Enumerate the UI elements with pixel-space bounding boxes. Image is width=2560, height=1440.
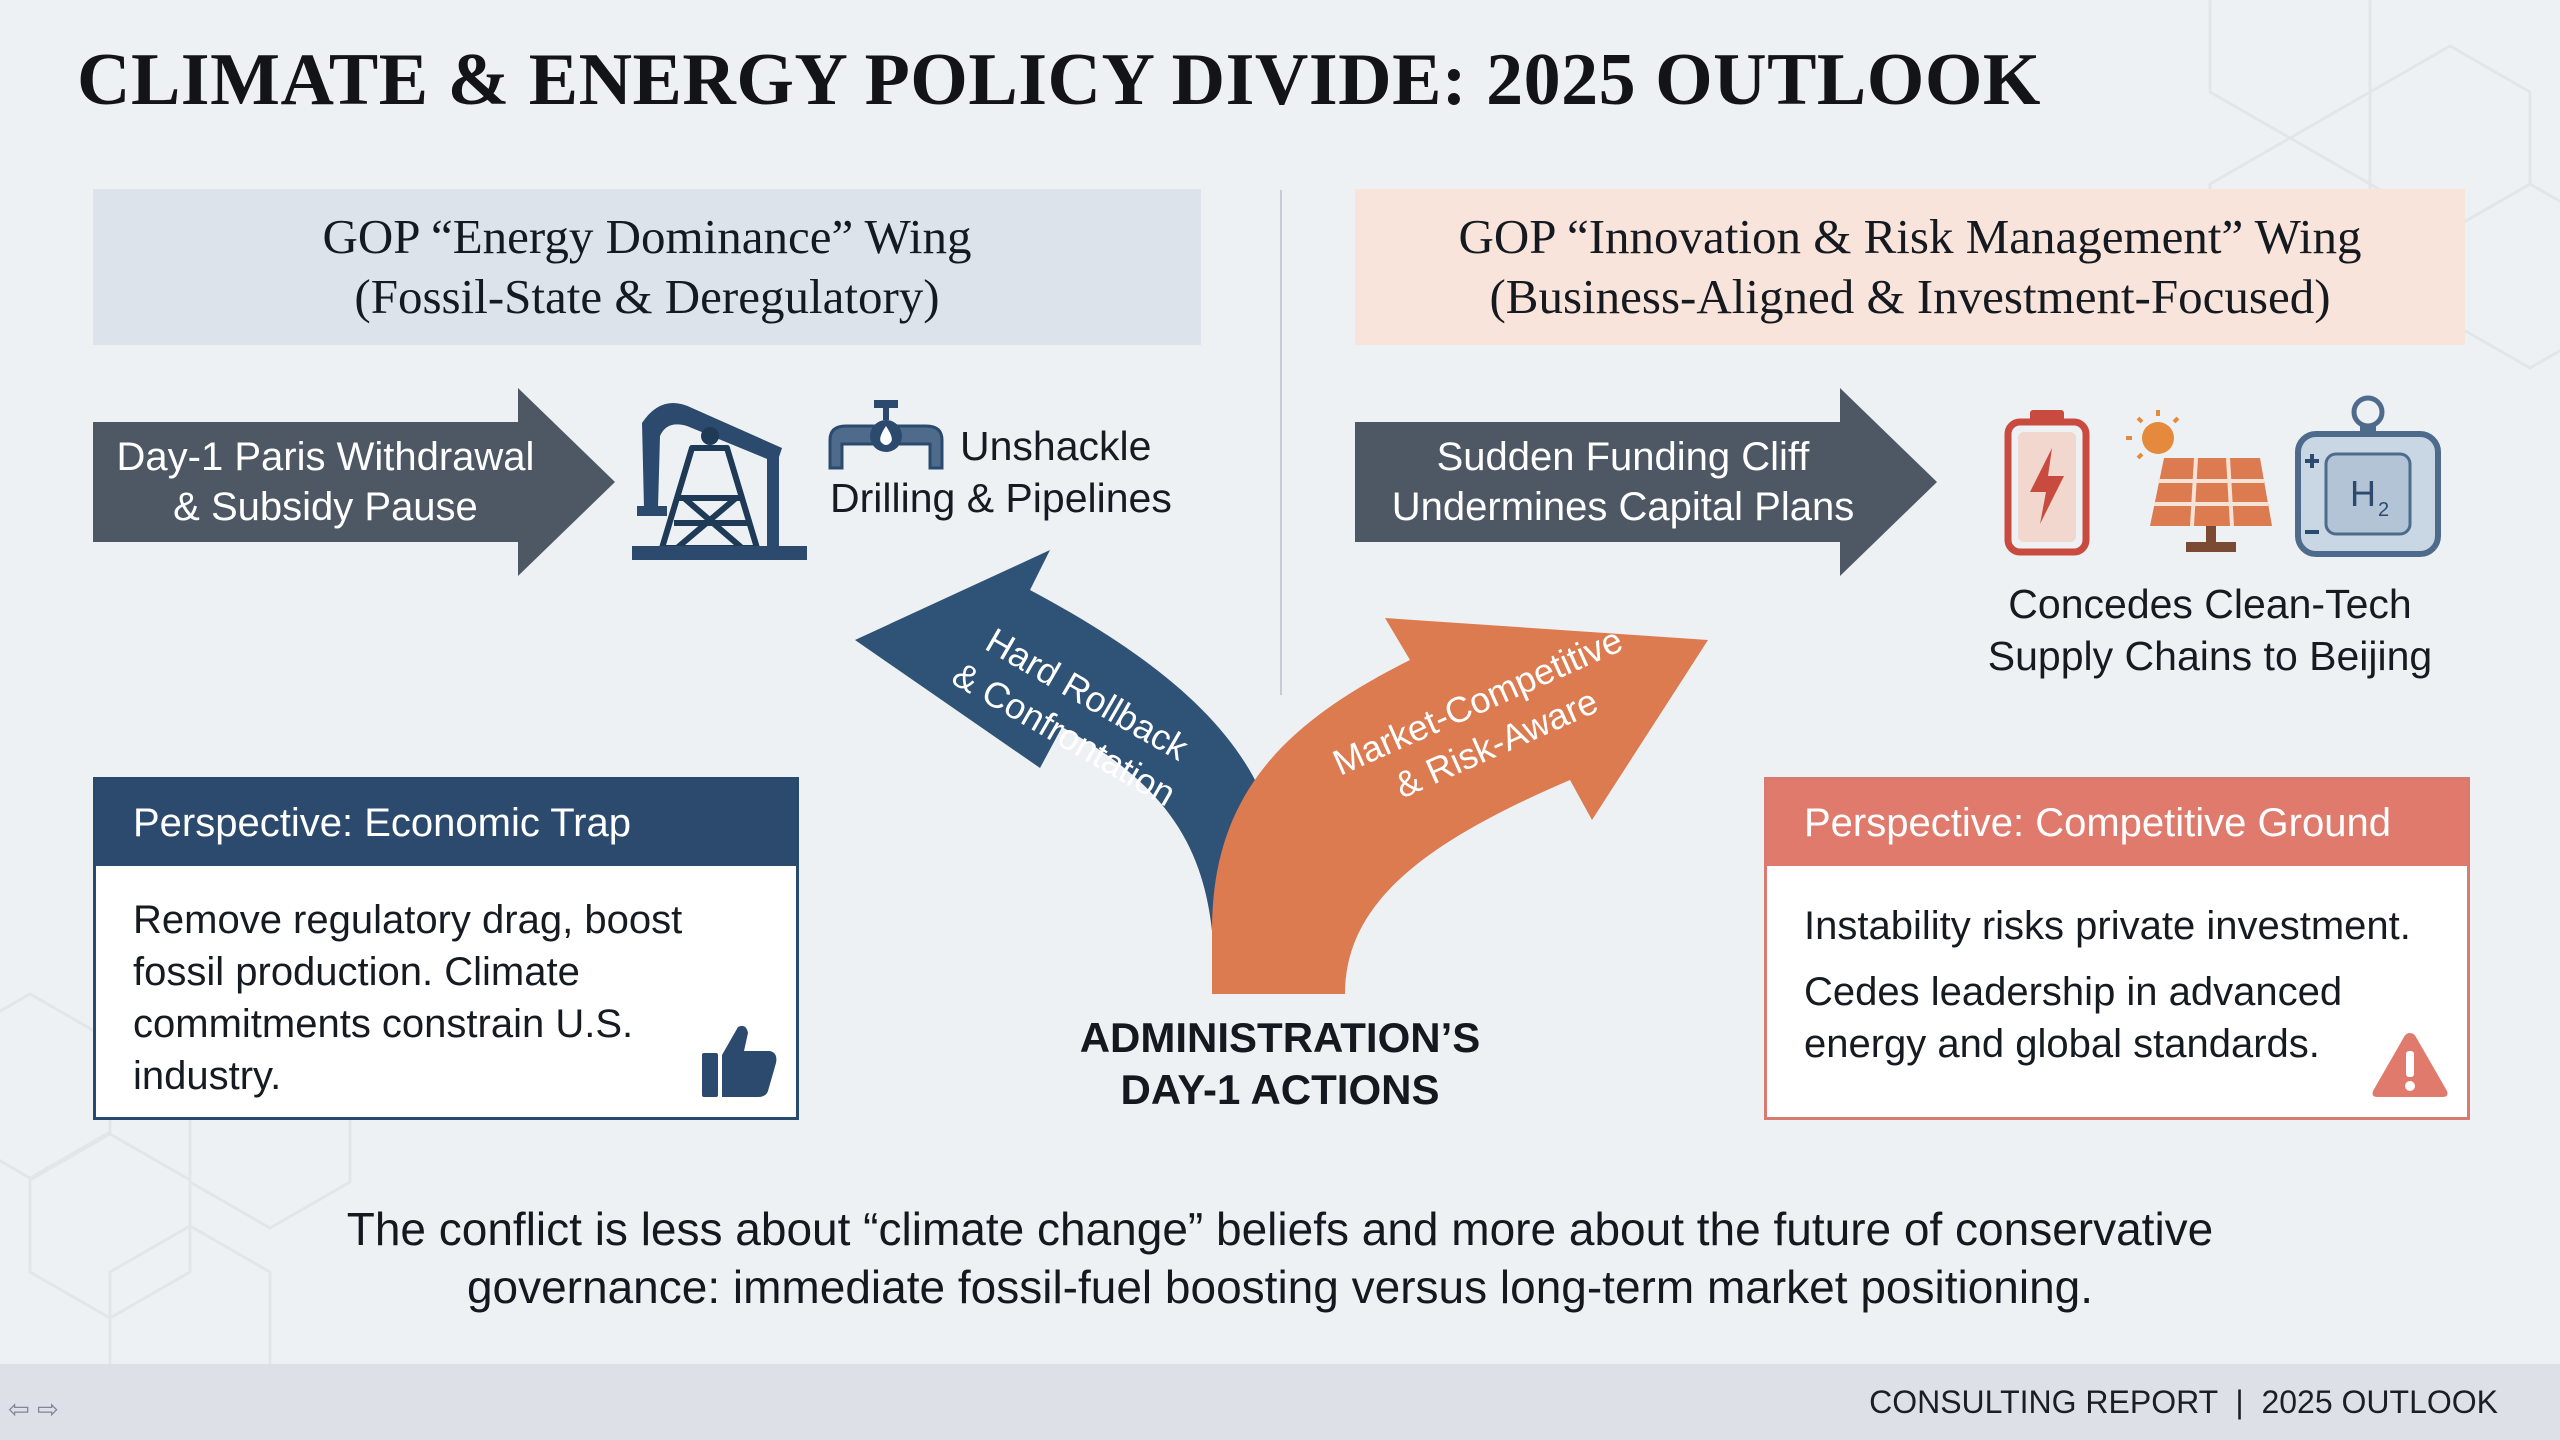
h2-label: H [2350, 473, 2376, 514]
hydrogen-tank-icon: H 2 [2295, 395, 2441, 557]
summary-line1: The conflict is less about “climate chan… [346, 1203, 2214, 1255]
center-label-line2: DAY-1 ACTIONS [1120, 1066, 1440, 1113]
right-action-line1: Sudden Funding Cliff [1436, 435, 1810, 479]
left-perspective-box: Perspective: Economic Trap Remove regula… [93, 777, 799, 1120]
right-side-text: Concedes Clean-Tech Supply Chains to Bei… [1960, 578, 2460, 682]
left-perspective-line: industry. [133, 1054, 282, 1098]
right-wing-header-line2: (Business-Aligned & Investment-Focused) [1489, 269, 2331, 324]
left-wing-header-line1: GOP “Energy Dominance” Wing [322, 209, 972, 264]
right-wing-header: GOP “Innovation & Risk Management” Wing … [1355, 189, 2465, 345]
right-perspective-line: energy and global standards. [1804, 1022, 2320, 1066]
warning-icon [2372, 1033, 2448, 1097]
h2-subscript: 2 [2378, 499, 2389, 521]
pipeline-faucet-icon [828, 400, 944, 470]
left-perspective-line: Remove regulatory drag, boost [133, 898, 683, 942]
left-perspective-line: fossil production. Climate [133, 950, 580, 994]
left-action-arrow [93, 388, 615, 576]
center-divider-line [1280, 190, 1282, 695]
right-branch-arrow [1212, 618, 1708, 994]
summary-line2: governance: immediate fossil-fuel boosti… [466, 1261, 2094, 1313]
left-side-line1: Unshackle [960, 423, 1152, 469]
right-perspective-line: Cedes leadership in advanced [1804, 970, 2343, 1014]
footer-label: CONSULTING REPORT | 2025 OUTLOOK [1869, 1384, 2498, 1420]
right-perspective-title: Perspective: Competitive Ground [1767, 780, 2467, 866]
left-wing-header: GOP “Energy Dominance” Wing (Fossil-Stat… [93, 189, 1201, 345]
thumbs-up-icon [702, 1025, 777, 1097]
left-perspective-title: Perspective: Economic Trap [96, 780, 796, 866]
right-perspective-body: Cedes leadership in advanced energy and … [1804, 966, 2447, 1070]
left-action-line1: Day-1 Paris Withdrawal [116, 435, 535, 479]
battery-icon [2004, 410, 2090, 556]
right-perspective-line1: Instability risks private investment. [1804, 904, 2411, 948]
right-action-arrow-label: Sudden Funding Cliff Undermines Capital … [1355, 422, 1891, 542]
administration-actions-label: ADMINISTRATION’S DAY-1 ACTIONS [1030, 1012, 1530, 1116]
summary-statement: The conflict is less about “climate chan… [200, 1200, 2360, 1316]
left-branch-arrow [855, 550, 1281, 994]
diverging-arrows-diagram: Hard Rollback & Confrontation Market-Com… [855, 550, 1708, 994]
left-action-arrow-label: Day-1 Paris Withdrawal & Subsidy Pause [93, 422, 558, 542]
right-wing-header-line1: GOP “Innovation & Risk Management” Wing [1458, 209, 2362, 264]
center-label-line1: ADMINISTRATION’S [1079, 1014, 1481, 1061]
left-side-text: Unshackle Drilling & Pipelines [830, 420, 1230, 524]
left-action-line2: & Subsidy Pause [173, 485, 478, 529]
left-wing-header-line2: (Fossil-State & Deregulatory) [354, 269, 940, 324]
right-action-arrow [1355, 388, 1937, 576]
page-title: CLIMATE & ENERGY POLICY DIVIDE: 2025 OUT… [77, 39, 2041, 121]
left-perspective-body: Remove regulatory drag, boost fossil pro… [133, 894, 776, 1102]
right-action-line2: Undermines Capital Plans [1391, 485, 1855, 529]
oil-pumpjack-icon [632, 403, 807, 560]
footer-bar [0, 1364, 2560, 1440]
left-side-line2: Drilling & Pipelines [830, 475, 1172, 521]
left-perspective-line: commitments constrain U.S. [133, 1002, 634, 1046]
right-side-line2: Supply Chains to Beijing [1987, 633, 2433, 679]
solar-panel-icon [2126, 410, 2272, 552]
slide-nav-arrows[interactable]: ⇦ ⇨ [8, 1394, 59, 1424]
right-side-line1: Concedes Clean-Tech [2008, 581, 2412, 627]
right-perspective-box: Perspective: Competitive Ground Instabil… [1764, 777, 2470, 1120]
